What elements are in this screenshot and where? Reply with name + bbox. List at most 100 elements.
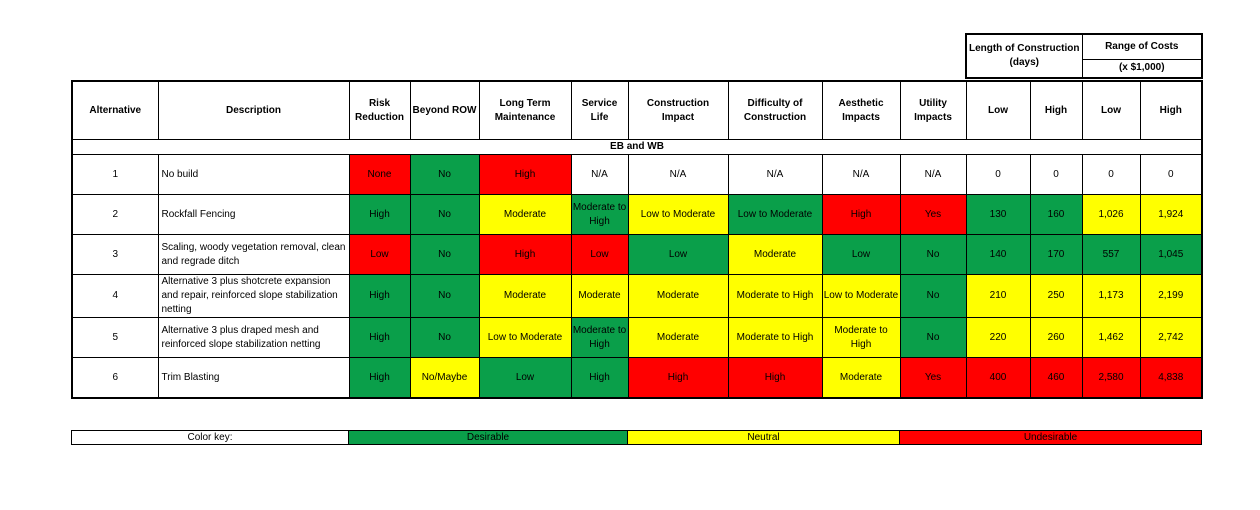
rating-cell: No: [409, 154, 480, 195]
description-cell: Alternative 3 plus draped mesh and reinf…: [157, 317, 350, 358]
column-header: Low: [1081, 80, 1141, 140]
rating-cell: Low: [478, 357, 572, 399]
rating-cell: Moderate: [627, 274, 729, 318]
rating-cell: 460: [1029, 357, 1083, 399]
rating-cell: Moderate: [570, 274, 629, 318]
rating-cell: High: [627, 357, 729, 399]
description-cell: Alternative 3 plus shotcrete expansion a…: [157, 274, 350, 318]
rating-cell: 160: [1029, 194, 1083, 235]
alternative-number: 3: [71, 234, 159, 275]
rating-cell: 2,580: [1081, 357, 1141, 399]
column-header: Aesthetic Impacts: [821, 80, 901, 140]
rating-cell: High: [348, 274, 411, 318]
table-row: 4 Alternative 3 plus shotcrete expansion …: [71, 274, 1203, 318]
alternative-number: 1: [71, 154, 159, 195]
rating-cell: 0: [1081, 154, 1141, 195]
rating-cell: Moderate: [727, 234, 823, 275]
description-cell: Rockfall Fencing: [157, 194, 350, 235]
rating-cell: 1,462: [1081, 317, 1141, 358]
rating-cell: Low: [348, 234, 411, 275]
rating-cell: 0: [965, 154, 1031, 195]
rating-cell: N/A: [570, 154, 629, 195]
rating-cell: 140: [965, 234, 1031, 275]
top-header-table: Length of Construction (days) Range of C…: [965, 33, 1203, 79]
rating-cell: High: [478, 234, 572, 275]
rating-cell: 220: [965, 317, 1031, 358]
rating-cell: High: [821, 194, 901, 235]
rating-cell: High: [348, 317, 411, 358]
alternative-number: 2: [71, 194, 159, 235]
table-row: 2 Rockfall Fencing High No Moderate Moderate …: [71, 194, 1203, 235]
rating-cell: 1,026: [1081, 194, 1141, 235]
alternatives-table: Alternative Description Risk Reduction Beyo…: [71, 80, 1203, 399]
header-row: Alternative Description Risk Reduction Beyo…: [71, 80, 1203, 140]
rating-cell: No: [409, 234, 480, 275]
rating-cell: 250: [1029, 274, 1083, 318]
column-header: High: [1029, 80, 1083, 140]
rating-cell: N/A: [627, 154, 729, 195]
table-row: 3 Scaling, woody vegetation removal, clea…: [71, 234, 1203, 275]
rating-cell: Low: [570, 234, 629, 275]
table-row: 6 Trim Blasting High No/Maybe Low High High Hig…: [71, 357, 1203, 399]
rating-cell: High: [570, 357, 629, 399]
rating-cell: Low to Moderate: [478, 317, 572, 358]
rating-cell: Moderate to High: [727, 274, 823, 318]
rating-cell: 1,924: [1139, 194, 1203, 235]
rating-cell: 1,045: [1139, 234, 1203, 275]
color-key-desirable: Desirable: [348, 430, 628, 445]
rating-cell: No/Maybe: [409, 357, 480, 399]
color-key: Color key: Desirable Neutral Undesirable: [71, 430, 1202, 445]
color-key-undesirable: Undesirable: [899, 430, 1202, 445]
column-header: Description: [157, 80, 350, 140]
rating-cell: Moderate to High: [821, 317, 901, 358]
rating-cell: No: [899, 234, 967, 275]
color-key-label: Color key:: [71, 430, 349, 445]
rating-cell: 4,838: [1139, 357, 1203, 399]
rating-cell: Yes: [899, 194, 967, 235]
rating-cell: 1,173: [1081, 274, 1141, 318]
range-of-costs-header: Range of Costs: [1081, 33, 1203, 60]
rating-cell: 130: [965, 194, 1031, 235]
rating-cell: Moderate to High: [570, 194, 629, 235]
column-header: Alternative: [71, 80, 159, 140]
rating-cell: No: [409, 194, 480, 235]
rating-cell: Low to Moderate: [727, 194, 823, 235]
rating-cell: Moderate: [821, 357, 901, 399]
table-row: 1 No build None No High N/A N/A N/A N/A N/A 0 0 0 0: [71, 154, 1203, 195]
column-header: Difficulty of Construction: [727, 80, 823, 140]
column-header: Risk Reduction: [348, 80, 411, 140]
alternative-number: 6: [71, 357, 159, 399]
rating-cell: High: [727, 357, 823, 399]
rating-cell: Moderate: [627, 317, 729, 358]
rating-cell: Low to Moderate: [627, 194, 729, 235]
color-key-neutral: Neutral: [627, 430, 900, 445]
rating-cell: High: [348, 194, 411, 235]
rating-cell: 2,199: [1139, 274, 1203, 318]
column-header: Utility Impacts: [899, 80, 967, 140]
rating-cell: High: [478, 154, 572, 195]
rating-cell: Moderate: [478, 274, 572, 318]
rating-cell: Moderate to High: [570, 317, 629, 358]
column-header: Long Term Maintenance: [478, 80, 572, 140]
rating-cell: 0: [1029, 154, 1083, 195]
rating-cell: Low: [821, 234, 901, 275]
rating-cell: 170: [1029, 234, 1083, 275]
rating-cell: None: [348, 154, 411, 195]
rating-cell: Moderate to High: [727, 317, 823, 358]
rating-cell: 2,742: [1139, 317, 1203, 358]
rating-cell: No: [899, 274, 967, 318]
rating-cell: Moderate: [478, 194, 572, 235]
rating-cell: No: [409, 274, 480, 318]
rating-cell: High: [348, 357, 411, 399]
column-header: Low: [965, 80, 1031, 140]
column-header: Beyond ROW: [409, 80, 480, 140]
description-cell: Trim Blasting: [157, 357, 350, 399]
rating-cell: 260: [1029, 317, 1083, 358]
rating-cell: Low: [627, 234, 729, 275]
column-header: Service Life: [570, 80, 629, 140]
costs-unit-header: (x $1,000): [1081, 58, 1203, 79]
alternative-number: 5: [71, 317, 159, 358]
description-cell: Scaling, woody vegetation removal, clean…: [157, 234, 350, 275]
length-of-construction-header: Length of Construction (days): [965, 33, 1083, 79]
alternative-number: 4: [71, 274, 159, 318]
